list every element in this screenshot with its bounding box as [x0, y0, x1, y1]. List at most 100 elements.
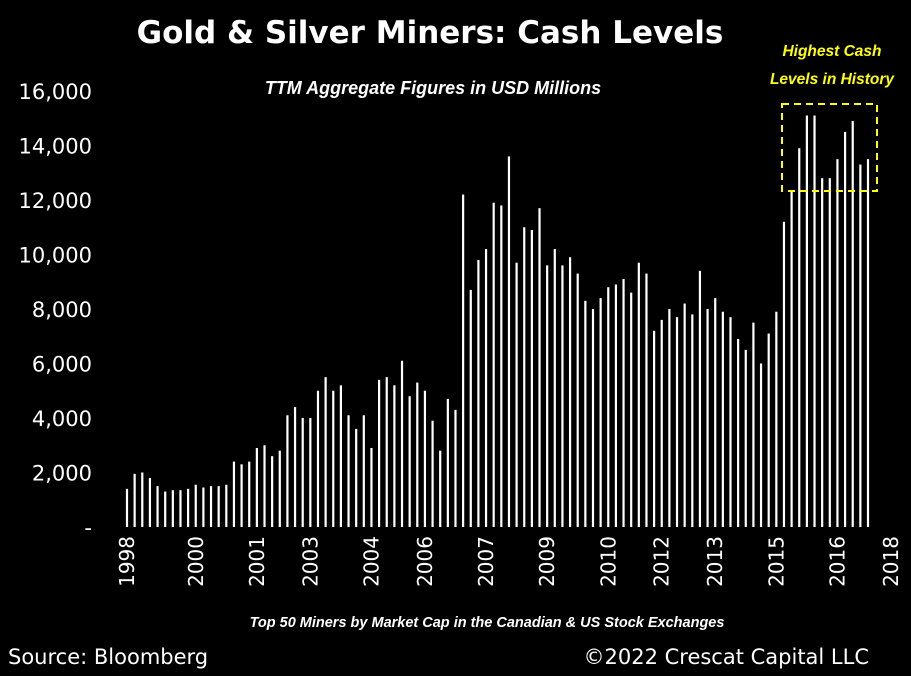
x-tick-label: 2018 [879, 536, 903, 587]
bar [836, 159, 839, 528]
bar [500, 205, 503, 527]
bar [309, 418, 312, 527]
bar [255, 447, 258, 527]
annotation-text-line-2: Levels in History [770, 71, 895, 88]
bar [370, 447, 373, 527]
bar [385, 377, 388, 528]
bar [209, 486, 213, 528]
y-tick-label: 12,000 [19, 189, 92, 213]
bar [477, 259, 480, 527]
bar [729, 317, 732, 527]
bar [240, 464, 243, 527]
bar [538, 208, 541, 527]
bar [202, 487, 205, 527]
chart-title: Gold & Silver Miners: Cash Levels [137, 15, 724, 51]
bar [156, 486, 159, 528]
bar [507, 156, 511, 527]
bar [859, 164, 862, 527]
bar [821, 178, 824, 527]
bar [668, 309, 671, 527]
bar [293, 407, 297, 527]
bar [576, 273, 579, 527]
bar [263, 445, 266, 527]
bar [301, 418, 304, 527]
x-tick-label: 2004 [359, 536, 383, 587]
bar [691, 314, 694, 527]
bar [599, 298, 602, 527]
bar [561, 265, 564, 527]
bar [775, 311, 778, 527]
bar [653, 330, 656, 527]
bar [416, 382, 419, 527]
y-tick-label: 2,000 [32, 462, 92, 486]
bar [530, 229, 533, 527]
bar [324, 377, 327, 528]
bar [645, 273, 648, 527]
bar [675, 317, 679, 527]
bar [744, 349, 747, 528]
bar [133, 473, 136, 527]
bar [790, 191, 793, 527]
bar [622, 279, 625, 527]
bar [714, 298, 717, 527]
bar [637, 262, 640, 527]
bar [423, 390, 427, 527]
bar [431, 420, 434, 527]
bar [332, 390, 335, 527]
bar [377, 379, 381, 527]
bar [515, 262, 518, 527]
source-label: Source: Bloomberg [8, 645, 208, 669]
bar [721, 311, 724, 527]
bar [698, 270, 702, 527]
bar [179, 490, 182, 527]
bar [347, 415, 350, 527]
bar-series [125, 115, 870, 528]
bar [446, 398, 449, 527]
bar [148, 477, 152, 527]
bar [484, 249, 488, 528]
bar [400, 360, 404, 527]
annotation-text-line-1: Highest Cash [782, 43, 881, 60]
x-tick-label: 2003 [298, 536, 322, 587]
bar [141, 472, 144, 527]
annotation-dashed-box [781, 103, 878, 192]
y-tick-label: 6,000 [32, 353, 92, 377]
x-tick-label: 2009 [535, 536, 559, 587]
bar [225, 484, 228, 527]
bar [813, 115, 816, 527]
bar [607, 287, 610, 527]
y-tick-label: 16,000 [19, 80, 92, 104]
y-tick-label: - [84, 516, 92, 540]
bar [706, 309, 709, 527]
bar [752, 322, 755, 528]
x-axis: 1998 2000 2001 2003 2004 2006 2007 2009 2010 2012… [115, 536, 903, 587]
x-tick-label: 2007 [474, 536, 498, 587]
bar [271, 456, 274, 527]
bar [171, 490, 174, 527]
x-tick-label: 2006 [413, 536, 437, 587]
bar [408, 396, 411, 527]
y-tick-label: 10,000 [19, 244, 92, 268]
chart-subtitle: TTM Aggregate Figures in USD Millions [265, 78, 601, 98]
y-tick-label: 14,000 [19, 135, 92, 159]
bar [683, 303, 686, 527]
x-tick-label: 1998 [115, 536, 139, 587]
x-tick-label: 2001 [245, 536, 269, 587]
bar [125, 488, 129, 527]
bar [805, 115, 808, 527]
x-tick-label: 2012 [650, 536, 674, 587]
bar [798, 148, 801, 527]
bar [454, 409, 457, 527]
x-tick-label: 2015 [764, 536, 788, 587]
bar [843, 131, 847, 528]
annotation-highest-cash: Highest Cash Levels in History [770, 43, 895, 192]
bar [851, 120, 854, 527]
bar [278, 450, 281, 527]
bar [248, 461, 251, 527]
bar [316, 390, 320, 527]
chart-footnote: Top 50 Miners by Market Cap in the Canad… [250, 615, 725, 631]
bar [630, 292, 633, 527]
bar [164, 491, 167, 527]
bar [523, 227, 526, 527]
